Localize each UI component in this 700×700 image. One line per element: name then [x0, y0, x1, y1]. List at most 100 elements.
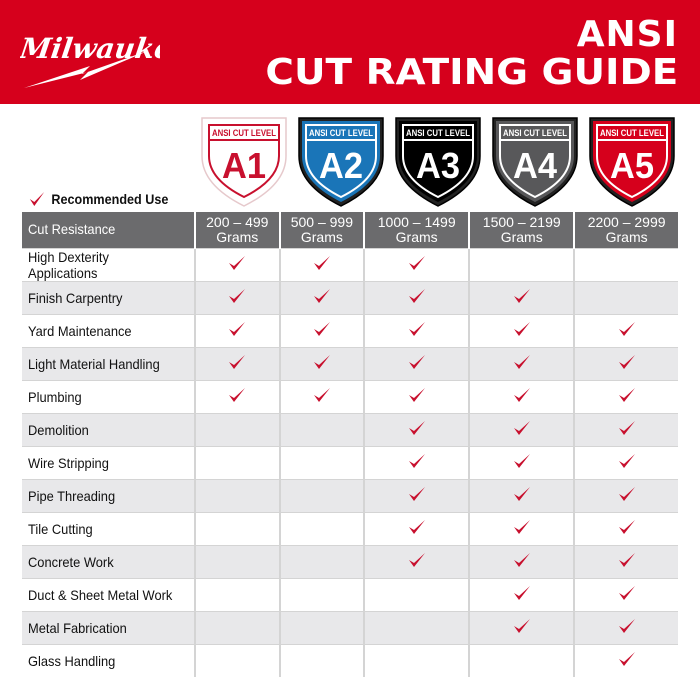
row-label: High Dexterity Applications [22, 247, 195, 281]
column-header-level-2: 500 – 999 Grams [278, 212, 365, 248]
shield-caption: ANSI CUT LEVEL [600, 128, 664, 138]
check-cell [278, 643, 365, 677]
check-cell [363, 313, 470, 347]
row-label: Finish Carpentry [22, 280, 195, 314]
check-cell [363, 643, 470, 677]
check-icon [229, 388, 246, 402]
check-icon [513, 421, 530, 435]
table-row: Pipe Threading [22, 478, 678, 512]
page-title: ANSI CUT RATING GUIDE [265, 14, 678, 93]
check-icon [408, 256, 425, 270]
check-icon [408, 322, 425, 336]
milwaukee-logo: Milwaukee [20, 32, 160, 88]
shield-code: A3 [416, 145, 460, 186]
column-header-level-5: 2200 – 2999 Grams [573, 212, 678, 248]
check-cell [194, 445, 280, 479]
column-header-cut-resistance: Cut Resistance [22, 212, 195, 248]
check-cell [194, 412, 280, 446]
row-label: Yard Maintenance [22, 313, 195, 347]
check-cell [278, 280, 365, 314]
check-cell [468, 445, 575, 479]
check-cell [363, 445, 470, 479]
check-icon [513, 487, 530, 501]
check-cell [363, 379, 470, 413]
shield-code: A1 [222, 145, 266, 186]
check-cell [194, 511, 280, 545]
check-cell [278, 346, 365, 380]
check-cell [573, 379, 678, 413]
check-cell [573, 412, 678, 446]
check-cell [194, 478, 280, 512]
check-icon [618, 586, 635, 600]
check-cell [194, 379, 280, 413]
shield-caption: ANSI CUT LEVEL [309, 128, 373, 138]
cut-rating-table: Cut Resistance 200 – 499 Grams 500 – 999 Gra… [22, 212, 678, 677]
check-cell [573, 313, 678, 347]
check-cell [278, 577, 365, 611]
row-label: Demolition [22, 412, 195, 446]
check-icon [408, 421, 425, 435]
check-cell [363, 280, 470, 314]
table-row: Concrete Work [22, 544, 678, 578]
table-row: High Dexterity Applications [22, 247, 678, 281]
check-icon [408, 454, 425, 468]
table-row: Demolition [22, 412, 678, 446]
check-icon [618, 322, 635, 336]
check-icon [513, 355, 530, 369]
check-icon [618, 652, 635, 667]
table-row: Yard Maintenance [22, 313, 678, 347]
check-cell [573, 577, 678, 611]
check-icon [618, 487, 635, 501]
check-icon [618, 388, 635, 402]
check-cell [278, 313, 365, 347]
table-row: Duct & Sheet Metal Work [22, 577, 678, 611]
check-cell [194, 544, 280, 578]
check-cell [573, 280, 678, 314]
column-header-level-1: 200 – 499 Grams [194, 212, 280, 248]
check-cell [573, 544, 678, 578]
check-icon [513, 322, 530, 336]
check-cell [363, 478, 470, 512]
check-icon [618, 553, 635, 567]
check-icon [618, 520, 635, 534]
check-icon [408, 520, 425, 534]
check-icon [513, 388, 530, 402]
check-cell [468, 346, 575, 380]
check-cell [194, 610, 280, 644]
check-cell [468, 412, 575, 446]
check-cell [468, 610, 575, 644]
check-cell [363, 610, 470, 644]
check-icon [313, 388, 330, 402]
check-icon [513, 454, 530, 468]
row-label: Plumbing [22, 379, 195, 413]
check-cell [363, 247, 470, 281]
check-icon [513, 553, 530, 567]
row-label: Metal Fabrication [22, 610, 195, 644]
shield-code: A4 [513, 145, 557, 186]
check-icon [513, 289, 530, 303]
check-cell [468, 379, 575, 413]
check-icon [513, 520, 530, 534]
check-cell [194, 280, 280, 314]
check-icon [618, 421, 635, 435]
header-banner: Milwaukee ANSI CUT RATING GUIDE [0, 0, 700, 104]
column-header-level-4: 1500 – 2199 Grams [468, 212, 575, 248]
check-icon [408, 487, 425, 501]
table-row: Finish Carpentry [22, 280, 678, 314]
row-label: Glass Handling [22, 643, 195, 677]
check-cell [194, 247, 280, 281]
check-cell [278, 247, 365, 281]
check-icon [408, 553, 425, 567]
check-cell [573, 478, 678, 512]
check-icon [408, 355, 425, 369]
check-cell [278, 412, 365, 446]
check-cell [468, 544, 575, 578]
check-icon [229, 256, 246, 270]
check-cell [363, 544, 470, 578]
check-cell [468, 478, 575, 512]
shield-badge-a3: ANSI CUT LEVEL A3 [392, 116, 484, 208]
check-cell [278, 478, 365, 512]
check-icon [229, 355, 246, 369]
check-cell [194, 313, 280, 347]
check-cell [468, 280, 575, 314]
